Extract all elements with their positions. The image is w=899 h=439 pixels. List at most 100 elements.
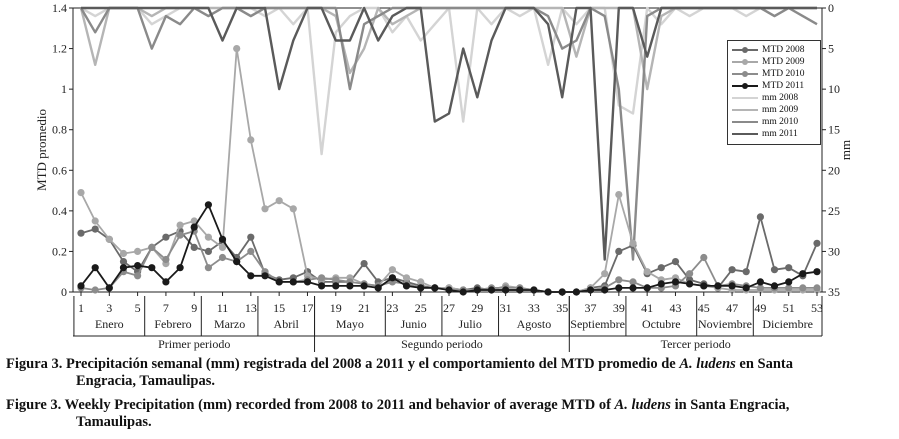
x-axis-tick-label: 53 [811, 301, 823, 315]
x-axis-tick-label: 19 [330, 301, 342, 315]
data-point-mtd-2011 [134, 262, 142, 270]
x-axis-tick-label: 37 [585, 301, 597, 315]
x-axis-tick-label: 49 [754, 301, 766, 315]
data-point-mtd-2009 [615, 191, 623, 199]
data-point-mtd-2008 [728, 266, 736, 274]
data-point-mtd-2011 [629, 284, 637, 292]
data-point-mtd-2010 [756, 284, 765, 292]
month-label: Julio [459, 317, 482, 331]
data-point-mtd-2011 [388, 274, 396, 282]
legend-item-mm-2008: mm 2008 [732, 92, 798, 103]
data-point-mtd-2011 [431, 284, 439, 292]
legend-swatch [732, 129, 758, 139]
data-point-mtd-2008 [360, 260, 368, 268]
data-point-mtd-2011 [601, 286, 609, 294]
data-point-mtd-2011 [714, 282, 722, 290]
data-point-mtd-2009 [601, 270, 609, 278]
legend-label: mm 2009 [762, 104, 799, 115]
data-point-mtd-2011 [346, 282, 354, 290]
data-point-mtd-2009 [247, 136, 255, 144]
right-axis-tick-label: 25 [828, 204, 840, 218]
data-point-mtd-2011 [360, 282, 368, 290]
data-point-mtd-2009 [643, 268, 651, 276]
data-point-mtd-2010 [247, 247, 255, 255]
data-point-mtd-2011 [799, 270, 807, 278]
data-point-mtd-2011 [261, 272, 269, 280]
legend-item-mtd-2011: MTD 2011 [732, 80, 804, 91]
data-point-mtd-2010 [204, 264, 212, 272]
data-point-mtd-2011 [586, 286, 595, 294]
data-point-mtd-2009 [417, 278, 425, 286]
legend-label: mm 2011 [762, 128, 798, 139]
data-point-mtd-2011 [686, 280, 694, 288]
data-point-mtd-2011 [374, 284, 382, 292]
data-point-mtd-2010 [91, 286, 99, 294]
data-point-mtd-2008 [204, 247, 212, 255]
data-point-mtd-2011 [728, 282, 736, 290]
caption-english: Figure 3. Weekly Precipitation (mm) reco… [6, 397, 896, 431]
data-point-mtd-2009 [105, 235, 113, 243]
legend-label: MTD 2010 [762, 68, 805, 79]
right-axis-tick-label: 30 [828, 244, 840, 258]
data-point-mtd-2011 [572, 288, 581, 296]
caption-en-suffix: in Santa Engracia, [670, 397, 790, 413]
data-point-mtd-2011 [770, 282, 779, 290]
x-axis-tick-label: 43 [669, 301, 681, 315]
data-point-mtd-2011 [303, 278, 312, 286]
data-point-mtd-2011 [162, 278, 170, 286]
data-point-mtd-2011 [643, 284, 651, 292]
month-label: Junio [401, 317, 427, 331]
data-point-mtd-2011 [233, 258, 241, 266]
right-axis-tick-label: 0 [828, 1, 834, 15]
x-axis-tick-label: 9 [191, 301, 197, 315]
month-label: Diciembre [762, 317, 813, 331]
right-axis-tick-label: 15 [828, 123, 840, 137]
data-point-mtd-2010 [176, 231, 184, 239]
x-axis-tick-label: 39 [613, 301, 625, 315]
data-point-mtd-2011 [119, 264, 128, 272]
data-point-mtd-2009 [388, 266, 396, 274]
data-point-mtd-2011 [615, 284, 623, 292]
data-point-mtd-2011 [332, 282, 340, 290]
x-axis-tick-label: 7 [163, 301, 169, 315]
caption-es-species: A. ludens [679, 356, 736, 372]
data-point-mtd-2011 [77, 282, 85, 290]
data-point-mtd-2011 [445, 286, 453, 294]
data-point-mtd-2008 [770, 266, 779, 274]
legend-swatch [732, 69, 758, 79]
series-line-mm-2009 [79, 6, 817, 91]
data-point-mtd-2008 [247, 233, 255, 241]
legend-label: mm 2008 [762, 92, 799, 103]
data-point-mtd-2010 [799, 284, 807, 292]
data-point-mtd-2008 [615, 247, 623, 255]
month-label: Noviembre [698, 317, 752, 331]
legend-label: MTD 2011 [762, 80, 805, 91]
data-point-mtd-2011 [657, 280, 665, 288]
x-axis-tick-label: 45 [698, 301, 710, 315]
month-label: Febrero [154, 317, 191, 331]
legend-item-mtd-2010: MTD 2010 [732, 68, 805, 79]
period-label: Primer periodo [158, 337, 230, 351]
caption-es-line2: Engracia, Tamaulipas. [76, 373, 215, 389]
right-axis-title: mm [838, 140, 853, 160]
data-point-mtd-2010 [318, 274, 326, 282]
data-point-mtd-2010 [332, 276, 340, 284]
data-point-mtd-2008 [77, 229, 85, 237]
legend-item-mm-2011: mm 2011 [732, 128, 798, 139]
month-label: Octubre [642, 317, 681, 331]
data-point-mtd-2011 [756, 278, 765, 286]
x-axis-tick-label: 25 [415, 301, 427, 315]
data-point-mtd-2009 [218, 243, 227, 251]
left-axis-tick-label: 1.2 [52, 42, 67, 56]
month-label: Abril [274, 317, 300, 331]
x-axis-tick-label: 35 [556, 301, 568, 315]
x-axis-tick-label: 13 [245, 301, 257, 315]
data-point-mtd-2011 [487, 286, 496, 294]
series-line-mm-2008 [80, 6, 817, 156]
data-point-mtd-2011 [473, 286, 481, 294]
month-label: Septiembre [570, 317, 625, 331]
data-point-mtd-2010 [615, 276, 623, 284]
data-point-mtd-2011 [275, 278, 283, 286]
legend: MTD 2008 MTD 2009 MTD 2010 MTD 2011 mm 2… [727, 40, 821, 145]
legend-item-mm-2010: mm 2010 [732, 116, 798, 127]
